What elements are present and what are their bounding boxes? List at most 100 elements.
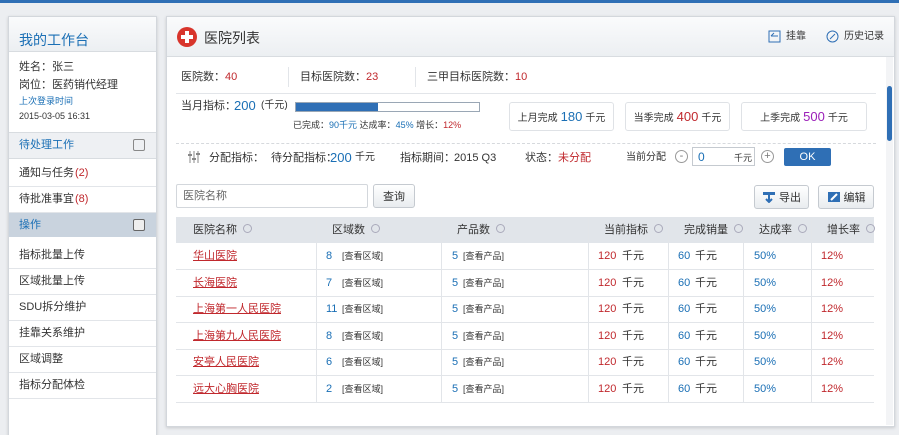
main-header [167,17,894,57]
row-divider [176,322,874,323]
product-link[interactable]: [查看产品] [463,277,505,288]
last-login: 2015-03-05 16:31 [19,111,91,121]
minus-button[interactable]: - [675,150,688,163]
pending-count: (2) [75,167,89,179]
sidebar-header [9,17,156,52]
separator [415,67,416,87]
menu-item[interactable]: 区域调整 [19,353,63,365]
hospital-name[interactable]: 远大心胸医院 [193,382,259,395]
growth: 12% [821,250,844,262]
menu-item[interactable]: 挂靠关系维护 [19,327,85,339]
region-link[interactable]: [查看区域] [342,357,384,367]
divider [9,372,156,373]
menu-item[interactable]: 指标批量上传 [19,249,85,261]
sort-icon [654,224,663,233]
alloc-label: 分配指标： [209,152,264,164]
row-divider [176,401,874,403]
ok-button[interactable]: OK [784,148,831,166]
rate: 50% [754,250,777,262]
hospital-name[interactable]: 上海第九人民医院 [193,329,281,342]
region-link[interactable]: [查看区域] [342,383,384,394]
user-name: 姓名：张三 [19,61,74,73]
hospital-name[interactable]: 上海第一人民医院 [193,303,281,315]
menu-item[interactable]: SDU拆分维护 [19,301,87,313]
product-link[interactable]: [查看产品] [463,251,505,261]
region-link[interactable]: [查看区域] [342,251,384,261]
stat-label: 三甲目标医院数： [427,71,515,83]
sales: 60 [678,382,691,395]
search-placeholder: 医院名称 [183,190,227,202]
product-link[interactable]: [查看产品] [463,304,505,314]
column-header[interactable]: 产品数 [457,224,490,236]
scroll-thumb[interactable] [887,86,892,141]
pending-item[interactable]: 待批准事宜 [19,193,74,205]
sort-icon [243,224,252,233]
product-count: 5 [452,303,459,315]
icon [827,192,840,202]
product-link[interactable]: [查看产品] [463,383,505,394]
separator [288,67,289,87]
growth: 12% [821,276,844,289]
region-link[interactable]: [查看区域] [342,277,384,288]
menu-item[interactable]: 指标分配体检 [19,379,85,391]
divider [176,93,876,94]
alloc-pending: 200 [330,150,352,165]
value: 45% [395,120,414,130]
unit: 千元 [622,276,644,289]
period-label: 指标期间： [400,152,455,164]
indicator: 120 [598,303,617,315]
region-link[interactable]: [查看区域] [342,304,384,314]
indicator: 120 [598,382,617,395]
action[interactable]: 挂靠 [786,31,806,42]
region-count: 2 [326,382,333,395]
column-divider [588,217,589,403]
export-button[interactable]: 导出 [754,185,809,209]
period: 2015 Q3 [454,152,497,164]
column-header[interactable]: 增长率 [827,224,860,236]
main-panel: 医院列表 挂靠 历史记录 医院数：40 目标医院数：23 三甲目标医院数：10 当月… [166,16,895,427]
pending-item[interactable]: 通知与任务 [19,167,74,179]
card-value: 180 [560,109,583,124]
column-header[interactable]: 完成销量 [684,224,728,236]
card-label: 当季完成 [633,113,674,124]
label: 增长： [416,120,444,130]
column-divider [743,217,744,403]
card-unit: 千元 [585,113,606,124]
action[interactable]: 历史记录 [844,31,884,42]
unit: 千元 [622,303,644,315]
region-count: 6 [326,356,333,368]
search-input[interactable] [176,184,368,208]
unit: 千元 [695,329,717,342]
card: 上季完成 500 千元 [741,102,867,131]
unit: 千元 [695,276,717,289]
hospital-name[interactable]: 长海医院 [193,276,237,289]
column-header[interactable]: 当前指标 [604,224,648,236]
plus-button[interactable]: + [761,150,774,163]
divider [176,143,876,144]
row-divider [176,375,874,376]
ops-bar [9,213,156,237]
menu-item[interactable]: 区域批量上传 [19,275,85,287]
region-count: 7 [326,276,333,289]
growth: 12% [821,303,844,315]
rate: 50% [754,382,777,395]
divider [9,346,156,347]
edit-button[interactable]: 编辑 [818,185,874,209]
allocation-input[interactable] [692,147,755,166]
label: 已完成： [293,120,330,130]
alloc-pending-label: 待分配指标： [271,152,337,164]
progress-detail: 已完成：90千元 达成率：45% 增长：12% [293,121,461,130]
column-header[interactable]: 医院名称 [193,224,237,236]
product-count: 5 [452,382,459,395]
search-button[interactable]: 查询 [373,184,415,208]
sort-icon [798,224,807,233]
product-link[interactable]: [查看产品] [463,330,505,341]
card-value: 400 [676,109,699,124]
hospital-name[interactable]: 华山医院 [193,250,237,262]
column-header[interactable]: 区域数 [332,224,365,236]
product-link[interactable]: [查看产品] [463,357,505,367]
hospital-name[interactable]: 安亭人民医院 [193,356,259,368]
value: 90千元 [329,120,358,130]
region-link[interactable]: [查看区域] [342,330,384,341]
column-header[interactable]: 达成率 [759,224,792,236]
